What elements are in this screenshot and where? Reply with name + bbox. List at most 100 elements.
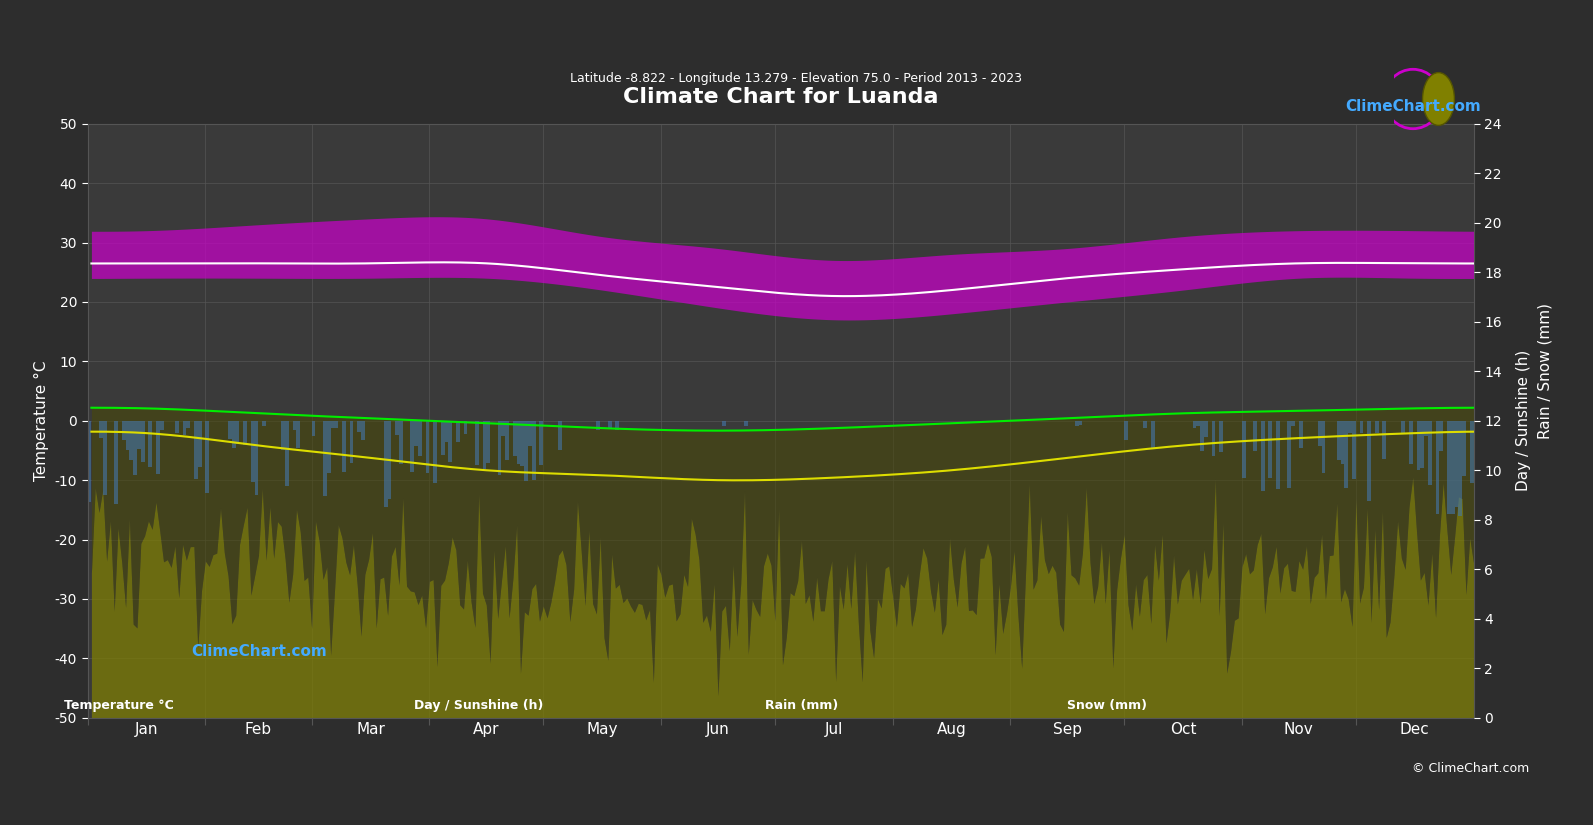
Bar — [1301, 223, 1305, 260]
Bar — [143, 223, 147, 281]
Bar — [500, 223, 503, 298]
Bar — [256, 223, 260, 325]
Bar — [503, 223, 507, 244]
Bar — [1368, 223, 1373, 333]
Bar — [526, 223, 530, 307]
Bar — [1278, 223, 1282, 317]
Bar — [416, 223, 421, 257]
Bar — [747, 223, 750, 230]
Bar — [1324, 223, 1327, 295]
Bar — [264, 223, 268, 229]
Bar — [150, 223, 155, 287]
Bar — [435, 223, 438, 309]
Bar — [127, 223, 131, 263]
Bar — [610, 223, 613, 233]
Ellipse shape — [1423, 73, 1454, 125]
Bar — [397, 223, 401, 243]
Bar — [1203, 223, 1206, 266]
Bar — [131, 223, 135, 277]
Bar — [484, 223, 487, 290]
Bar — [457, 223, 462, 252]
Bar — [1384, 223, 1388, 276]
Bar — [1362, 223, 1365, 239]
Bar — [1426, 223, 1431, 244]
Bar — [1270, 223, 1274, 302]
Bar — [1472, 223, 1475, 309]
Bar — [476, 223, 481, 285]
Text: ClimeChart.com: ClimeChart.com — [191, 644, 327, 658]
Bar — [333, 223, 336, 232]
Bar — [413, 223, 416, 294]
Text: Snow (mm): Snow (mm) — [1067, 700, 1147, 713]
Bar — [1145, 223, 1149, 233]
Bar — [1464, 223, 1467, 299]
Bar — [1403, 223, 1407, 239]
Bar — [284, 223, 287, 264]
Text: Day / Sunshine (h): Day / Sunshine (h) — [414, 700, 543, 713]
Bar — [1456, 223, 1461, 342]
Bar — [1126, 223, 1129, 249]
Bar — [1319, 223, 1324, 257]
Bar — [1351, 223, 1354, 240]
Bar — [421, 223, 424, 272]
Bar — [1294, 223, 1297, 230]
Bar — [1255, 223, 1258, 266]
Bar — [196, 223, 199, 304]
Bar — [185, 223, 188, 243]
Bar — [723, 223, 728, 229]
Bar — [1437, 223, 1442, 351]
Bar — [295, 223, 298, 235]
Bar — [135, 223, 139, 298]
Bar — [1080, 223, 1085, 229]
Bar — [139, 223, 143, 262]
Text: Rain (mm): Rain (mm) — [765, 700, 838, 713]
Bar — [199, 223, 204, 287]
Bar — [158, 223, 161, 297]
Bar — [1354, 223, 1357, 304]
Bar — [1338, 223, 1343, 277]
Bar — [465, 223, 470, 241]
Bar — [124, 223, 127, 249]
Bar — [229, 223, 234, 248]
Bar — [105, 223, 108, 327]
Bar — [207, 223, 210, 323]
Text: ClimeChart.com: ClimeChart.com — [1346, 99, 1481, 114]
Bar — [443, 223, 446, 270]
Bar — [1346, 223, 1351, 316]
Bar — [1343, 223, 1346, 283]
Y-axis label: Day / Sunshine (h): Day / Sunshine (h) — [1515, 350, 1531, 492]
Bar — [534, 223, 537, 305]
Bar — [1442, 223, 1445, 266]
Bar — [100, 223, 105, 247]
Bar — [542, 223, 545, 284]
Bar — [1220, 223, 1225, 266]
Bar — [161, 223, 166, 236]
Text: Temperature °C: Temperature °C — [64, 700, 174, 713]
Bar — [1153, 223, 1157, 260]
Bar — [1198, 223, 1203, 230]
Bar — [1453, 223, 1456, 352]
Bar — [177, 223, 180, 240]
Bar — [287, 223, 292, 314]
Bar — [1418, 223, 1423, 292]
Bar — [325, 223, 328, 328]
Bar — [116, 223, 119, 338]
Bar — [523, 223, 526, 286]
Bar — [519, 223, 523, 282]
Bar — [446, 223, 451, 252]
Bar — [314, 223, 317, 244]
Text: Latitude -8.822 - Longitude 13.279 - Elevation 75.0 - Period 2013 - 2023: Latitude -8.822 - Longitude 13.279 - Ele… — [570, 72, 1023, 85]
Bar — [386, 223, 389, 342]
Bar — [451, 223, 454, 280]
Bar — [1214, 223, 1217, 272]
Bar — [487, 223, 492, 281]
Bar — [298, 223, 303, 261]
Bar — [253, 223, 256, 308]
Bar — [89, 223, 94, 336]
Bar — [1195, 223, 1198, 233]
Bar — [336, 223, 341, 233]
Bar — [507, 223, 511, 278]
Y-axis label: Temperature °C: Temperature °C — [33, 361, 49, 481]
Bar — [1077, 223, 1080, 230]
Bar — [618, 223, 621, 235]
